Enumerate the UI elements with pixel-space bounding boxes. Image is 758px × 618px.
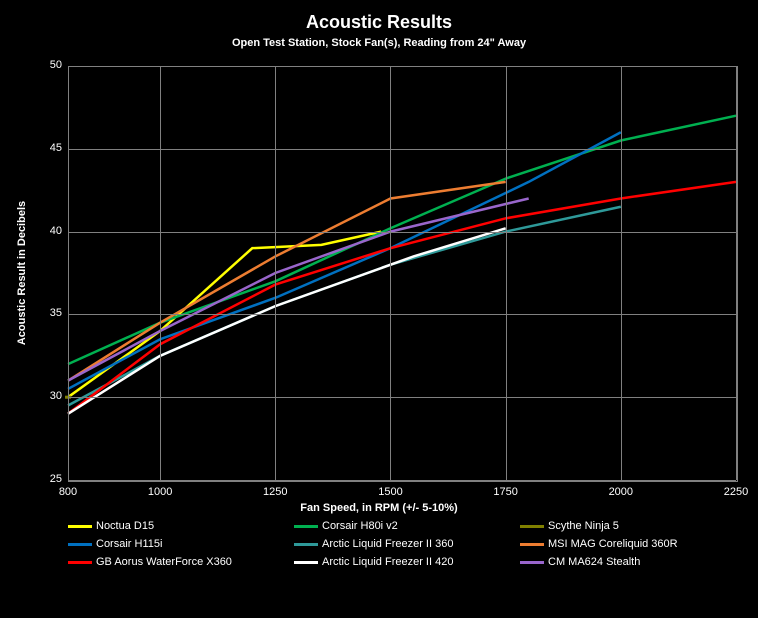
x-tick-label: 1500: [375, 486, 405, 498]
x-tick-label: 1750: [491, 486, 521, 498]
chart-subtitle: Open Test Station, Stock Fan(s), Reading…: [0, 33, 758, 49]
h-gridline: [68, 232, 736, 233]
h-gridline: [68, 397, 736, 398]
legend-swatch: [294, 561, 318, 564]
v-gridline: [506, 66, 507, 480]
y-tick-label: 40: [50, 225, 62, 237]
legend-label: CM MA624 Stealth: [548, 556, 640, 568]
legend-item: Corsair H80i v2: [294, 520, 510, 532]
legend-item: GB Aorus WaterForce X360: [68, 556, 284, 568]
legend-swatch: [294, 525, 318, 528]
legend-item: Corsair H115i: [68, 538, 284, 550]
v-gridline: [68, 66, 69, 480]
plot-area: [68, 66, 738, 482]
legend-item: Arctic Liquid Freezer II 360: [294, 538, 510, 550]
y-tick-label: 50: [50, 59, 62, 71]
h-gridline: [68, 480, 736, 481]
legend-label: GB Aorus WaterForce X360: [96, 556, 232, 568]
h-gridline: [68, 149, 736, 150]
y-tick-label: 30: [50, 390, 62, 402]
legend-label: Arctic Liquid Freezer II 360: [322, 538, 453, 550]
x-tick-label: 800: [53, 486, 83, 498]
legend-swatch: [520, 525, 544, 528]
v-gridline: [736, 66, 737, 480]
v-gridline: [390, 66, 391, 480]
legend-swatch: [520, 561, 544, 564]
legend-label: Corsair H115i: [96, 538, 162, 550]
legend-swatch: [520, 543, 544, 546]
v-gridline: [160, 66, 161, 480]
x-tick-label: 2000: [606, 486, 636, 498]
h-gridline: [68, 314, 736, 315]
legend-swatch: [68, 543, 92, 546]
chart-container: Acoustic Results Open Test Station, Stoc…: [0, 0, 758, 618]
legend-swatch: [68, 525, 92, 528]
v-gridline: [275, 66, 276, 480]
legend-label: Scythe Ninja 5: [548, 520, 619, 532]
legend-item: Arctic Liquid Freezer II 420: [294, 556, 510, 568]
legend-swatch: [294, 543, 318, 546]
legend-item: Noctua D15: [68, 520, 284, 532]
y-tick-label: 25: [50, 473, 62, 485]
v-gridline: [621, 66, 622, 480]
legend-label: Arctic Liquid Freezer II 420: [322, 556, 453, 568]
chart-title: Acoustic Results: [0, 0, 758, 33]
legend-label: Corsair H80i v2: [322, 520, 398, 532]
legend-item: Scythe Ninja 5: [520, 520, 736, 532]
x-tick-label: 2250: [721, 486, 751, 498]
legend-item: MSI MAG Coreliquid 360R: [520, 538, 736, 550]
x-axis-label: Fan Speed, in RPM (+/- 5-10%): [0, 502, 758, 514]
legend-label: Noctua D15: [96, 520, 154, 532]
y-axis-label: Acoustic Result in Decibels: [16, 201, 28, 345]
y-tick-label: 45: [50, 142, 62, 154]
legend-item: CM MA624 Stealth: [520, 556, 736, 568]
y-tick-label: 35: [50, 307, 62, 319]
legend: Noctua D15 Corsair H80i v2 Scythe Ninja 5 C…: [68, 520, 736, 568]
x-tick-label: 1000: [145, 486, 175, 498]
legend-label: MSI MAG Coreliquid 360R: [548, 538, 678, 550]
h-gridline: [68, 66, 736, 67]
x-tick-label: 1250: [260, 486, 290, 498]
legend-swatch: [68, 561, 92, 564]
